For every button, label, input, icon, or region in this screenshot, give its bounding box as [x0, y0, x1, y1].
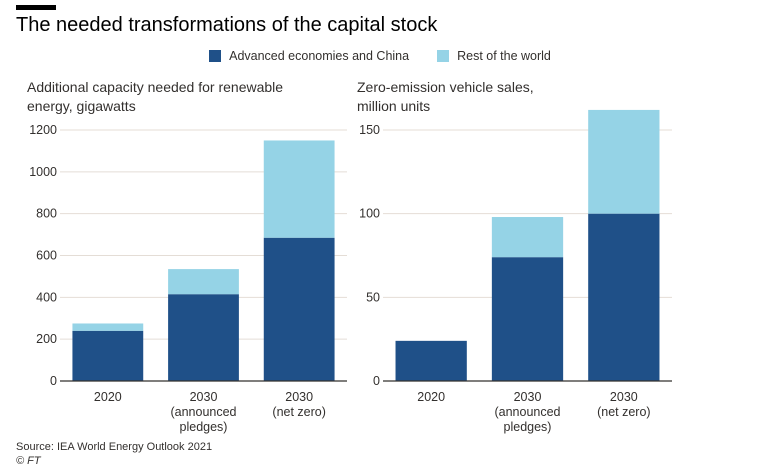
legend-item-rest: Rest of the world: [437, 49, 551, 63]
legend-swatch-advanced: [209, 50, 222, 62]
right-x-tick-label: (announced: [494, 405, 560, 419]
legend-swatch-rest: [437, 50, 450, 62]
right-y-tick-label: 150: [359, 123, 380, 137]
left-bar-advanced: [72, 330, 144, 381]
right-y-tick-label: 100: [359, 207, 380, 221]
legend-item-advanced: Advanced economies and China: [209, 49, 409, 63]
right-y-tick-label: 50: [366, 290, 380, 304]
right-y-tick-label: 0: [373, 374, 380, 388]
left-x-tick-label: (net zero): [272, 405, 326, 419]
credit-note: © FT: [16, 455, 41, 467]
right-x-tick-label: 2030: [610, 390, 638, 404]
legend: Advanced economies and China Rest of the…: [0, 49, 760, 63]
left-y-tick-label: 600: [36, 249, 57, 263]
right-panel-title-line: Zero-emission vehicle sales,: [357, 79, 534, 95]
source-note: Source: IEA World Energy Outlook 2021: [16, 441, 213, 453]
right-x-tick-label: 2020: [417, 390, 445, 404]
right-panel-title: Zero-emission vehicle sales, million uni…: [357, 78, 534, 116]
right-x-tick-label: (net zero): [597, 405, 651, 419]
left-bar-rest: [72, 323, 144, 331]
left-panel-title-line: Additional capacity needed for renewable: [27, 79, 284, 95]
left-y-tick-label: 1000: [29, 165, 57, 179]
right-x-tick-label: 2030: [514, 390, 542, 404]
right-bar-advanced: [395, 340, 467, 381]
right-panel-title-line: million units: [357, 98, 431, 114]
left-y-tick-label: 800: [36, 207, 57, 221]
left-x-tick-label: 2030: [190, 390, 218, 404]
right-bar-rest: [491, 217, 564, 258]
right-bar-advanced: [491, 257, 564, 381]
left-bar-advanced: [263, 237, 335, 381]
chart-title: The needed transformations of the capita…: [16, 14, 438, 36]
left-panel-title-line: energy, gigawatts: [27, 98, 136, 114]
left-x-tick-label: 2030: [285, 390, 313, 404]
left-panel-title: Additional capacity needed for renewable…: [27, 78, 283, 116]
legend-label-rest: Rest of the world: [457, 49, 551, 63]
left-y-tick-label: 0: [50, 374, 57, 388]
right-x-tick-label: pledges): [504, 420, 552, 434]
top-accent-bar: [16, 5, 56, 10]
left-bar-rest: [168, 269, 239, 295]
left-y-tick-label: 400: [36, 290, 57, 304]
left-y-tick-label: 1200: [29, 123, 57, 137]
right-bar-advanced: [588, 213, 660, 381]
left-y-tick-label: 200: [36, 332, 57, 346]
left-bar-rest: [263, 140, 335, 238]
left-x-tick-label: (announced: [170, 405, 236, 419]
left-x-tick-label: pledges): [180, 420, 228, 434]
left-x-tick-label: 2020: [94, 390, 122, 404]
legend-label-advanced: Advanced economies and China: [229, 49, 410, 63]
left-bar-advanced: [168, 294, 239, 381]
right-bar-rest: [588, 109, 660, 214]
